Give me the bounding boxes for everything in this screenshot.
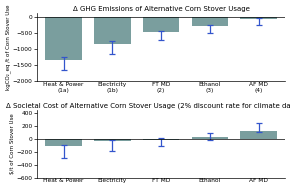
Bar (45, 17, 82, 60)
Bar (94, 139, 131, 141)
Bar (240, 131, 277, 139)
Bar (143, 139, 179, 140)
Bar (94, 17, 131, 44)
Bar (240, 17, 277, 19)
Bar (191, 137, 228, 139)
Y-axis label: kgCO₂_eq /t of Corn Stover Use: kgCO₂_eq /t of Corn Stover Use (6, 4, 11, 90)
Bar (191, 17, 228, 26)
Y-axis label: $/t of Corn Stover Use: $/t of Corn Stover Use (10, 114, 15, 174)
Title: Δ Societal Cost of Alternative Corn Stover Usage (2% discount rate for climate d: Δ Societal Cost of Alternative Corn Stov… (6, 102, 291, 109)
Bar (143, 17, 179, 32)
Title: Δ GHG Emissions of Alternative Corn Stover Usage: Δ GHG Emissions of Alternative Corn Stov… (73, 5, 249, 12)
Bar (45, 139, 82, 146)
